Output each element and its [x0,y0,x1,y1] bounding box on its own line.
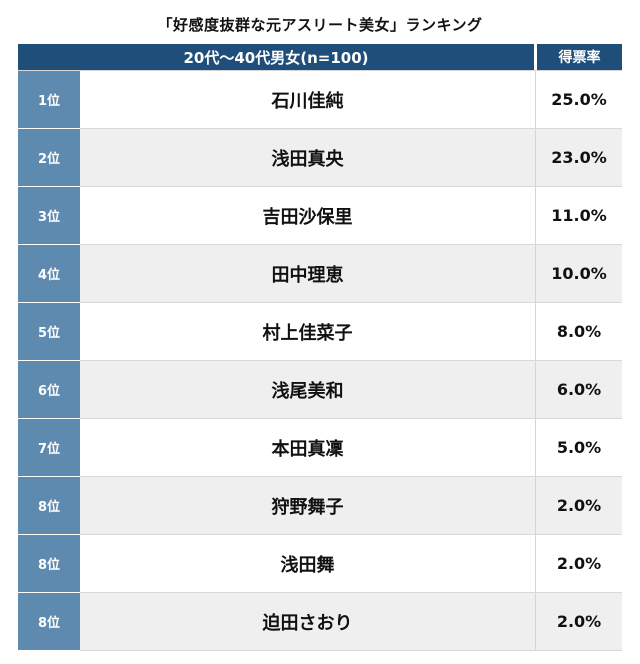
rank-cell: 2位 [18,129,80,187]
rank-cell: 3位 [18,187,80,245]
rate-cell: 2.0% [556,612,602,631]
table-row: 8位 迫田さおり 2.0% [18,593,622,651]
table-row: 7位 本田真凜 5.0% [18,419,622,477]
rate-cell: 6.0% [556,380,602,399]
table-row: 8位 狩野舞子 2.0% [18,477,622,535]
header-group-label: 20代〜40代男女(n=100) [18,44,534,70]
table-row: 4位 田中理恵 10.0% [18,245,622,303]
name-cell: 浅田舞 [80,535,536,592]
name-cell: 田中理恵 [80,245,536,302]
table-header: 20代〜40代男女(n=100) 得票率 [18,44,622,70]
rank-cell: 8位 [18,593,80,651]
rank-cell: 4位 [18,245,80,303]
name-cell: 浅田真央 [80,129,536,186]
table-row: 8位 浅田舞 2.0% [18,535,622,593]
ranking-table: 1位 石川佳純 25.0% 2位 浅田真央 23.0% 3位 吉田沙保里 11.… [18,70,622,651]
rank-cell: 5位 [18,303,80,361]
table-row: 6位 浅尾美和 6.0% [18,361,622,419]
name-cell: 浅尾美和 [80,361,536,418]
rate-cell: 2.0% [556,496,602,515]
name-cell: 本田真凜 [80,419,536,476]
name-cell: 狩野舞子 [80,477,536,534]
rank-cell: 1位 [18,71,80,129]
rank-cell: 8位 [18,477,80,535]
header-divider [534,44,537,70]
rank-cell: 6位 [18,361,80,419]
name-cell: 迫田さおり [80,593,536,650]
table-row: 5位 村上佳菜子 8.0% [18,303,622,361]
rate-cell: 11.0% [551,206,607,225]
rate-cell: 8.0% [556,322,602,341]
rank-cell: 8位 [18,535,80,593]
page-title: 「好感度抜群な元アスリート美女」ランキング [157,16,483,34]
table-row: 2位 浅田真央 23.0% [18,129,622,187]
rate-cell: 25.0% [551,90,607,109]
rate-cell: 2.0% [556,554,602,573]
rate-cell: 5.0% [556,438,602,457]
name-cell: 石川佳純 [80,71,536,128]
rank-cell: 7位 [18,419,80,477]
table-row: 3位 吉田沙保里 11.0% [18,187,622,245]
rate-cell: 23.0% [551,148,607,167]
rate-cell: 10.0% [551,264,607,283]
table-row: 1位 石川佳純 25.0% [18,71,622,129]
name-cell: 吉田沙保里 [80,187,536,244]
name-cell: 村上佳菜子 [80,303,536,360]
header-rate-label: 得票率 [537,44,622,70]
